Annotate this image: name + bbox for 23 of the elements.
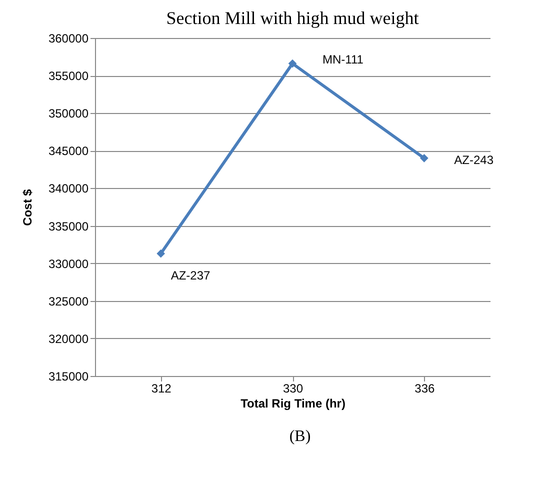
y-tick-label: 335000 [48,219,89,234]
annotation: MN-111 [322,52,364,67]
text: (B) [288,428,312,446]
x-tick-label: 336 [414,382,435,396]
chart-title: Section Mill with high mud weight [166,8,419,28]
point [288,59,297,68]
y-tick-label: 325000 [48,294,89,308]
y-tick-label: 350000 [48,106,89,121]
y-tick-label: 340000 [48,182,89,196]
annotation: AZ-237 [170,268,211,283]
point [156,249,166,258]
y-tick-label: 330000 [48,256,89,271]
point [420,154,428,162]
x-axis-title: Total Rig Time (hr) [240,396,346,410]
y-tick-label: 345000 [48,144,89,158]
x-tick-label: 330 [282,382,304,396]
y-tick-label: 320000 [48,332,89,346]
y-tick-label: 360000 [48,32,89,46]
y-axis-title: Cost $ [20,188,34,226]
annotation: AZ-243 [454,153,494,168]
x-tick-label: 312 [151,382,172,396]
y-tick-label: 355000 [48,69,89,84]
y-tick-label: 315000 [48,370,89,384]
